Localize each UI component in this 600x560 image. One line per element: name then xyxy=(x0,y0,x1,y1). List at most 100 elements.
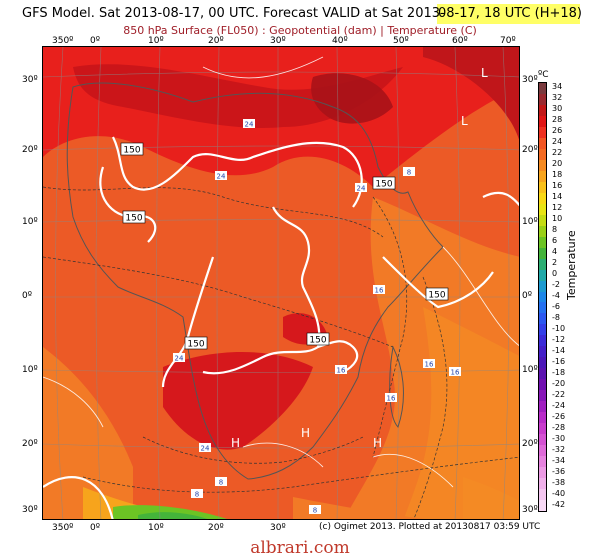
colorbar-segment xyxy=(539,390,546,402)
svg-text:16: 16 xyxy=(375,287,384,295)
longitude-tick: 30º xyxy=(270,523,286,533)
latitude-tick: 20º xyxy=(22,439,38,449)
weather-map[interactable]: L L H H H 150 150 150 150 150 150 24 24 … xyxy=(42,46,520,520)
colorbar-segment xyxy=(539,126,546,139)
svg-text:8: 8 xyxy=(407,169,411,177)
latitude-tick: 20º xyxy=(522,145,538,155)
latitude-tick: 20º xyxy=(522,439,538,449)
colorbar-label: -34 xyxy=(552,455,566,465)
longitude-tick: 10º xyxy=(148,36,164,46)
colorbar-label: -12 xyxy=(552,334,566,344)
credit-line: (c) Ogimet 2013. Plotted at 20130817 03:… xyxy=(316,522,544,532)
colorbar-segment xyxy=(539,401,546,413)
title-valid-time: 08-17, 18 UTC (H+18) xyxy=(438,6,582,21)
colorbar-segment xyxy=(539,83,546,95)
colorbar-label: 30 xyxy=(552,104,563,114)
colorbar-label: 2 xyxy=(552,258,558,268)
colorbar-label: 24 xyxy=(552,137,563,147)
temperature-field-south-interior xyxy=(163,352,313,450)
colorbar-label: -14 xyxy=(552,345,566,355)
colorbar-label: 34 xyxy=(552,82,563,92)
colorbar-segment xyxy=(539,445,546,457)
colorbar-label: 18 xyxy=(552,170,563,180)
svg-text:8: 8 xyxy=(195,491,199,499)
longitude-tick: 70º xyxy=(500,36,516,46)
svg-text:150: 150 xyxy=(428,291,445,301)
colorbar-label: 28 xyxy=(552,115,563,125)
high-pressure-label: H xyxy=(301,426,310,440)
valid-time-highlight xyxy=(437,4,580,24)
colorbar-label: 22 xyxy=(552,148,563,158)
svg-text:24: 24 xyxy=(175,355,184,363)
svg-text:24: 24 xyxy=(245,121,254,129)
svg-text:150: 150 xyxy=(187,340,204,350)
colorbar-label: -22 xyxy=(552,389,566,399)
latitude-tick: 10º xyxy=(522,365,538,375)
colorbar-label: 4 xyxy=(552,247,558,257)
longitude-tick: 20º xyxy=(208,523,224,533)
svg-text:8: 8 xyxy=(219,479,223,487)
low-pressure-label: L xyxy=(461,114,468,128)
colorbar-label: -26 xyxy=(552,411,566,421)
colorbar-label: 6 xyxy=(552,236,558,246)
svg-text:24: 24 xyxy=(217,173,226,181)
svg-text:16: 16 xyxy=(425,361,434,369)
temperature-colorbar xyxy=(538,82,547,512)
pressure-centres: L L H H H xyxy=(231,66,488,450)
longitude-tick: 0º xyxy=(90,523,100,533)
title-main: GFS Model. Sat 2013-08-17, 00 UTC. Forec… xyxy=(22,6,445,21)
colorbar-title: Temperature xyxy=(565,230,578,300)
latitude-tick: 10º xyxy=(522,217,538,227)
longitude-tick: 350º xyxy=(52,36,74,46)
colorbar-label: 0 xyxy=(552,269,558,279)
colorbar-segment xyxy=(539,379,546,391)
colorbar-segment xyxy=(539,412,546,424)
map-canvas: L L H H H 150 150 150 150 150 150 24 24 … xyxy=(43,47,519,519)
colorbar-segment xyxy=(539,93,546,106)
colorbar-segment xyxy=(539,280,546,292)
longitude-tick: 30º xyxy=(270,36,286,46)
colorbar-segment xyxy=(539,434,546,446)
colorbar-segment xyxy=(539,368,546,380)
svg-text:16: 16 xyxy=(337,367,346,375)
svg-text:8: 8 xyxy=(313,507,317,515)
high-pressure-label: H xyxy=(373,436,382,450)
colorbar-label: -6 xyxy=(552,301,560,311)
svg-text:16: 16 xyxy=(387,395,396,403)
longitude-tick: 50º xyxy=(393,36,409,46)
watermark: albrari.com xyxy=(250,538,350,558)
temperature-field-sw-ocean xyxy=(43,347,133,519)
colorbar-label: -20 xyxy=(552,378,566,388)
colorbar-label: 12 xyxy=(552,203,563,213)
colorbar-segment xyxy=(539,170,546,183)
colorbar-segment xyxy=(539,148,546,161)
colorbar-label: -38 xyxy=(552,477,566,487)
colorbar-segment xyxy=(539,247,546,260)
colorbar-label: 26 xyxy=(552,126,563,136)
latitude-tick: 0º xyxy=(522,291,532,301)
colorbar-label: -8 xyxy=(552,312,560,322)
svg-text:150: 150 xyxy=(125,214,142,224)
colorbar-segment xyxy=(539,181,546,194)
colorbar-segment xyxy=(539,236,546,249)
latitude-tick: 10º xyxy=(22,365,38,375)
colorbar-segment xyxy=(539,192,546,205)
madagascar-coastline xyxy=(389,345,404,428)
map-subtitle: 850 hPa Surface (FL050) : Geopotential (… xyxy=(123,24,477,37)
longitude-tick: 20º xyxy=(208,36,224,46)
coastline xyxy=(66,82,444,480)
longitude-tick: 0º xyxy=(90,36,100,46)
thin-isolines xyxy=(43,56,519,488)
longitude-tick: 40º xyxy=(332,36,348,46)
colorbar-label: 20 xyxy=(552,159,563,169)
high-pressure-label: H xyxy=(231,436,240,450)
colorbar-label: -10 xyxy=(552,323,566,333)
svg-text:150: 150 xyxy=(375,180,392,190)
colorbar-segment xyxy=(539,346,546,358)
colorbar-segment xyxy=(539,291,546,303)
colorbar-segment xyxy=(539,467,546,479)
geopotential-labels: 150 150 150 150 150 150 xyxy=(120,142,449,350)
colorbar-segment xyxy=(539,324,546,336)
colorbar-label: -16 xyxy=(552,356,566,366)
map-title: GFS Model. Sat 2013-08-17, 00 UTC. Forec… xyxy=(0,4,600,24)
